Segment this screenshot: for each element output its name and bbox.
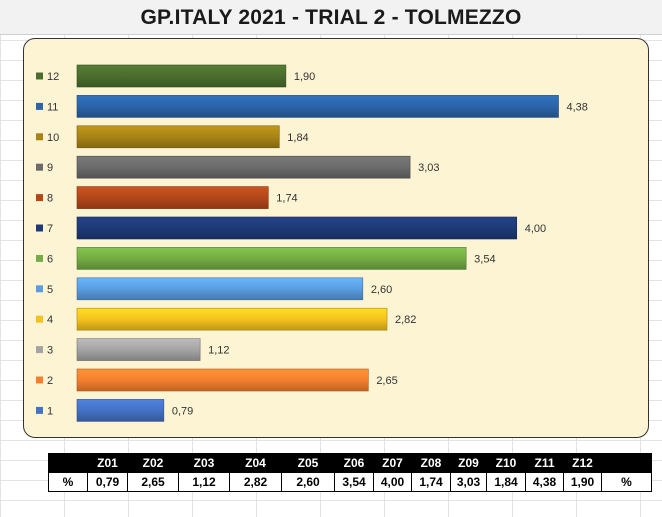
bar-6 — [76, 247, 467, 270]
category-marker-1 — [36, 406, 43, 414]
zone-header-cell: Z09 — [450, 453, 487, 473]
data-label-6: 3,54 — [474, 253, 495, 265]
category-label-1: 1 — [47, 405, 53, 417]
category-marker-3 — [36, 346, 43, 354]
data-label-5: 2,60 — [371, 284, 392, 296]
zone-value-cell: 1,12 — [178, 472, 230, 492]
bar-1 — [76, 399, 165, 422]
zone-value-cell: 3,03 — [450, 472, 487, 492]
bar-9 — [76, 155, 411, 179]
zone-value-cell: 4,00 — [373, 472, 412, 492]
bar-11 — [76, 95, 559, 118]
category-label-12: 12 — [47, 71, 59, 83]
category-marker-4 — [36, 315, 43, 323]
category-marker-2 — [36, 376, 43, 384]
category-marker-11 — [36, 102, 43, 110]
zone-header-cell — [601, 453, 652, 473]
zone-header-cell: Z04 — [229, 453, 282, 473]
data-label-7: 4,00 — [525, 223, 546, 235]
category-marker-8 — [36, 194, 43, 202]
bar-4 — [76, 307, 388, 331]
zone-value-cell: 3,54 — [334, 472, 374, 492]
category-label-2: 2 — [47, 375, 53, 387]
zone-value-cell: 2,82 — [229, 472, 282, 492]
zone-table: Z01 Z02 Z03 Z04 Z05 Z06 Z07 Z08 Z09 Z10 Z11 Z12 % 0,… — [48, 453, 652, 492]
category-label-11: 11 — [47, 101, 58, 113]
data-label-9: 3,03 — [418, 162, 439, 174]
category-marker-5 — [36, 285, 43, 293]
zone-table-header-row: Z01 Z02 Z03 Z04 Z05 Z06 Z07 Z08 Z09 Z10 Z11 Z12 — [48, 453, 652, 473]
category-marker-6 — [36, 254, 43, 262]
bar-2 — [76, 368, 369, 392]
category-marker-7 — [36, 224, 43, 232]
zone-header-cell: Z10 — [486, 453, 526, 473]
data-label-12: 1,90 — [294, 71, 315, 83]
zone-header-cell: Z12 — [563, 453, 602, 473]
data-label-8: 1,74 — [276, 193, 297, 205]
category-label-10: 10 — [47, 132, 59, 144]
bar-10 — [76, 125, 280, 149]
title-bar: GP.ITALY 2021 - TRIAL 2 - TOLMEZZO — [0, 0, 662, 35]
zone-header-cell: Z07 — [373, 453, 412, 473]
zone-value-cell: % — [601, 472, 652, 492]
zone-header-cell: Z01 — [87, 453, 128, 473]
zone-header-cell: Z08 — [411, 453, 451, 473]
category-label-9: 9 — [47, 162, 53, 174]
category-label-4: 4 — [47, 314, 53, 326]
category-marker-10 — [36, 133, 43, 141]
zone-table-value-row: % 0,79 2,65 1,12 2,82 2,60 3,54 4,00 1,74 3,03 1,8… — [48, 472, 652, 492]
bar-12 — [76, 64, 287, 88]
chart-title: GP.ITALY 2021 - TRIAL 2 - TOLMEZZO — [140, 6, 522, 29]
zone-header-cell: Z06 — [334, 453, 374, 473]
category-label-7: 7 — [47, 223, 53, 235]
category-marker-9 — [36, 163, 43, 171]
zone-value-cell: % — [48, 472, 88, 492]
bar-7 — [76, 216, 518, 240]
zone-value-cell: 0,79 — [87, 472, 128, 492]
zone-value-cell: 1,84 — [486, 472, 526, 492]
category-marker-12 — [36, 72, 43, 80]
zone-header-cell: Z05 — [281, 453, 335, 473]
category-label-3: 3 — [47, 345, 53, 357]
zone-value-cell: 1,74 — [411, 472, 451, 492]
data-label-10: 1,84 — [287, 132, 308, 144]
zone-header-cell: Z03 — [178, 453, 230, 473]
data-label-1: 0,79 — [172, 405, 193, 417]
data-label-4: 2,82 — [395, 314, 416, 326]
category-label-8: 8 — [47, 193, 53, 205]
data-label-2: 2,65 — [376, 375, 397, 387]
bar-8 — [76, 186, 269, 209]
bar-5 — [76, 277, 364, 301]
data-label-11: 4,38 — [567, 101, 588, 113]
category-label-5: 5 — [47, 284, 53, 296]
zone-value-cell: 2,60 — [281, 472, 335, 492]
data-label-3: 1,12 — [208, 345, 229, 357]
zone-header-cell: Z02 — [127, 453, 179, 473]
zone-value-cell: 4,38 — [525, 472, 564, 492]
zone-header-cell — [48, 453, 88, 473]
zone-value-cell: 2,65 — [127, 472, 179, 492]
zone-header-cell: Z11 — [525, 453, 564, 473]
zone-value-cell: 1,90 — [563, 472, 602, 492]
category-label-6: 6 — [47, 253, 53, 265]
bar-3 — [76, 338, 201, 361]
